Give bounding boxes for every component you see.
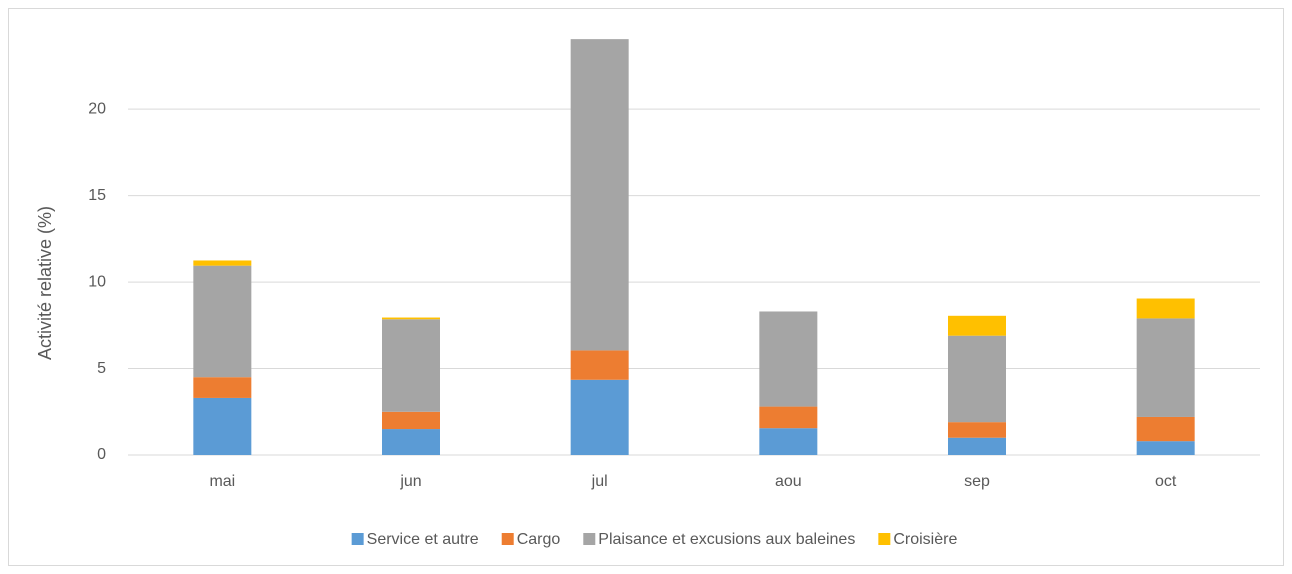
y-axis-label: Activité relative (%) [35, 206, 55, 360]
x-tick-label: jun [399, 473, 421, 490]
y-tick-label: 10 [88, 273, 106, 290]
bar-segment [759, 428, 818, 455]
legend-label: Plaisance et excusions aux baleines [598, 531, 855, 548]
y-tick-label: 15 [88, 187, 106, 204]
bar-segment [193, 265, 252, 378]
bar-segment [1136, 298, 1195, 319]
bar-segment [382, 317, 440, 320]
legend-label: Cargo [517, 531, 561, 548]
legend-swatch [878, 533, 891, 545]
bar-segment [948, 335, 1006, 423]
bar-segment [570, 39, 629, 351]
legend-label: Service et autre [367, 531, 479, 548]
legend-label: Croisière [893, 531, 957, 548]
x-tick-label: aou [775, 473, 802, 490]
bar-segment [948, 437, 1006, 455]
y-tick-label: 20 [88, 100, 106, 117]
x-tick-label: sep [964, 473, 990, 490]
bar-segment [382, 429, 440, 455]
bar-segment [193, 377, 252, 398]
bar-segment [948, 315, 1006, 336]
bar-segment [1136, 441, 1195, 455]
x-tick-label: mai [209, 473, 235, 490]
bar-segment [759, 406, 818, 429]
bar-segment [570, 350, 629, 380]
bar-segment [570, 379, 629, 455]
bar-segment [193, 397, 252, 455]
bar-segment [382, 411, 440, 430]
legend-swatch [501, 533, 514, 545]
bar-segment [1136, 416, 1195, 442]
x-tick-label: jul [591, 473, 608, 490]
legend-swatch [351, 533, 364, 545]
bar-segment [759, 311, 818, 407]
y-tick-label: 0 [97, 446, 106, 463]
bar-segment [948, 422, 1006, 438]
bar-segment [1136, 318, 1195, 417]
bar-segment [382, 319, 440, 412]
bar-segment [193, 260, 252, 266]
x-tick-label: oct [1155, 473, 1177, 490]
y-tick-label: 5 [97, 360, 106, 377]
legend-swatch [583, 533, 596, 545]
